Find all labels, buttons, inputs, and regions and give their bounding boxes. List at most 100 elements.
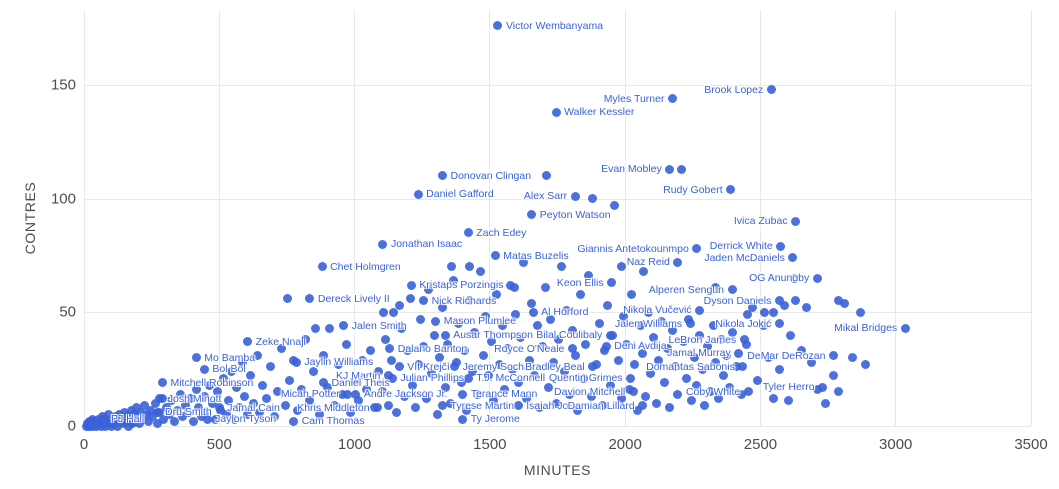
data-point[interactable] [508,364,518,374]
data-point[interactable] [470,328,480,338]
data-point[interactable] [383,401,393,411]
data-point[interactable] [834,387,844,397]
data-point[interactable] [387,373,397,383]
data-point[interactable] [462,405,472,415]
data-point[interactable] [497,321,507,331]
data-point[interactable] [774,296,784,306]
data-point[interactable] [406,280,416,290]
data-point[interactable] [175,389,185,399]
data-point[interactable] [394,362,404,372]
data-point[interactable] [281,401,291,411]
data-point[interactable] [392,407,401,417]
data-point[interactable] [323,382,332,392]
data-point[interactable] [419,341,429,351]
data-point[interactable] [186,394,196,404]
data-point[interactable] [440,330,450,340]
data-point[interactable] [454,319,464,329]
data-point[interactable] [597,401,607,411]
data-point[interactable] [780,301,790,311]
data-point[interactable] [559,366,569,376]
data-point[interactable] [120,407,130,417]
data-point[interactable] [726,185,736,195]
data-point[interactable] [662,344,672,354]
data-point[interactable] [339,321,349,331]
data-point[interactable] [801,303,811,313]
data-point[interactable] [788,253,798,263]
data-point[interactable] [413,189,423,199]
data-point[interactable] [570,351,580,361]
data-point[interactable] [753,376,763,386]
data-point[interactable] [277,344,287,354]
data-point[interactable] [373,403,383,413]
data-point[interactable] [226,366,236,376]
data-point[interactable] [743,310,753,320]
data-point[interactable] [152,419,162,429]
data-point[interactable] [513,378,523,388]
data-point[interactable] [651,398,661,408]
data-point[interactable] [291,357,301,367]
data-point[interactable] [697,364,707,374]
data-point[interactable] [199,391,209,401]
data-point[interactable] [157,378,167,388]
data-point[interactable] [584,271,594,281]
data-point[interactable] [170,416,180,426]
data-point[interactable] [405,294,415,304]
data-point[interactable] [464,262,474,272]
data-point[interactable] [378,239,388,249]
data-point[interactable] [820,398,830,408]
data-point[interactable] [463,373,473,383]
data-point[interactable] [199,364,209,374]
data-point[interactable] [575,289,585,299]
data-point[interactable] [402,346,412,356]
data-point[interactable] [354,396,364,406]
data-point[interactable] [389,307,399,317]
data-point[interactable] [180,401,190,411]
data-point[interactable] [567,326,577,336]
data-point[interactable] [148,412,158,422]
data-point[interactable] [743,387,753,397]
data-point[interactable] [318,351,328,361]
data-point[interactable] [378,387,388,397]
data-point[interactable] [155,394,165,404]
data-point[interactable] [213,387,223,397]
data-point[interactable] [828,351,838,361]
data-point[interactable] [289,416,299,426]
data-point[interactable] [164,410,174,420]
data-point[interactable] [719,371,729,381]
data-point[interactable] [603,301,613,311]
data-point[interactable] [681,373,691,383]
data-point[interactable] [325,323,335,333]
data-point[interactable] [812,385,822,395]
data-point[interactable] [172,405,182,415]
data-point[interactable] [447,262,457,272]
data-point[interactable] [581,339,591,349]
data-point[interactable] [588,362,598,372]
data-point[interactable] [467,366,477,376]
data-point[interactable] [333,360,343,370]
data-point[interactable] [524,355,534,365]
data-point[interactable] [760,307,770,317]
data-point[interactable] [194,403,204,413]
data-point[interactable] [282,294,292,304]
data-point[interactable] [126,405,136,415]
data-point[interactable] [586,391,596,401]
data-point[interactable] [235,403,245,413]
data-point[interactable] [438,303,447,313]
data-point[interactable] [262,394,272,404]
data-point[interactable] [562,305,572,315]
data-point[interactable] [484,371,493,381]
data-point[interactable] [705,387,715,397]
data-point[interactable] [202,407,212,417]
data-point[interactable] [386,355,396,365]
data-point[interactable] [297,385,307,395]
data-point[interactable] [397,323,407,333]
data-point[interactable] [351,389,361,399]
data-point[interactable] [734,348,744,358]
data-point[interactable] [607,278,617,288]
data-point[interactable] [125,414,135,424]
data-point[interactable] [440,382,450,392]
data-point[interactable] [639,266,649,276]
data-point[interactable] [716,335,726,345]
data-point[interactable] [764,353,774,363]
data-point[interactable] [546,314,556,324]
